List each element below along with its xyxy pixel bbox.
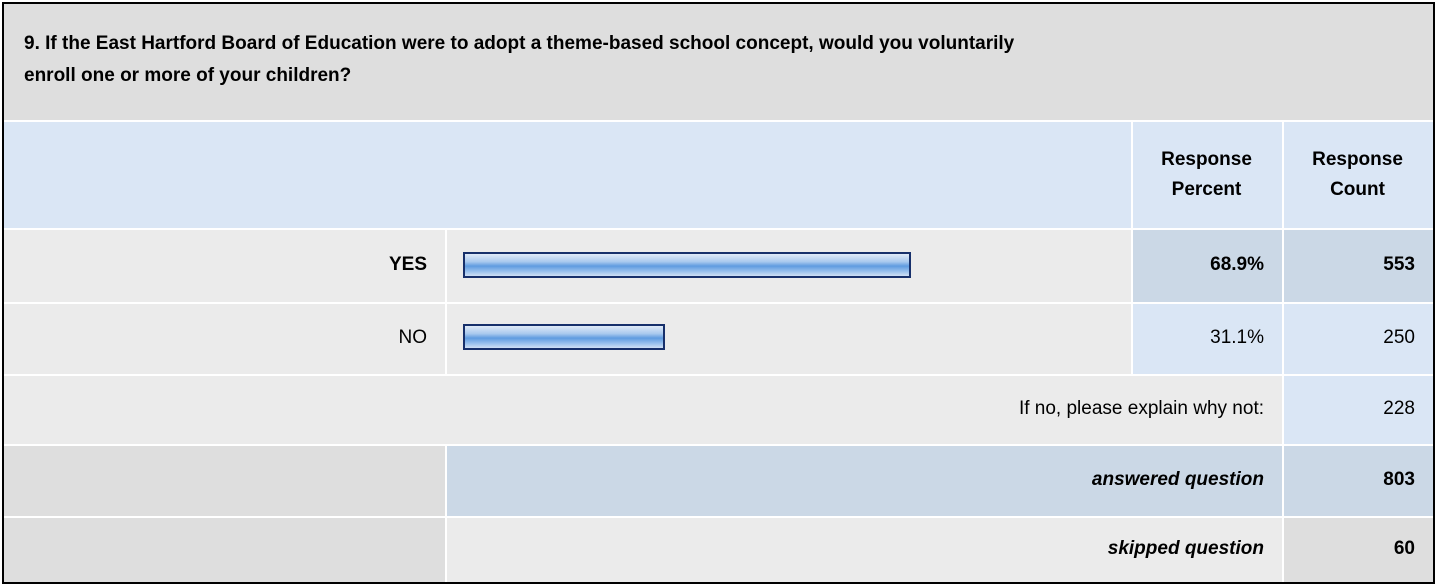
- divider: [1131, 122, 1133, 374]
- header-response-percent: Response Percent: [1131, 122, 1282, 228]
- divider: [4, 228, 1433, 230]
- header-count-line2: Count: [1330, 179, 1385, 200]
- header-blank: [4, 122, 1131, 228]
- explain-label: If no, please explain why not:: [4, 374, 1282, 444]
- count-yes: 553: [1282, 228, 1433, 302]
- answered-blank: [4, 444, 445, 516]
- divider: [4, 374, 1433, 376]
- question-title: 9. If the East Hartford Board of Educati…: [4, 4, 1433, 122]
- divider: [445, 444, 447, 582]
- divider: [1282, 122, 1284, 582]
- answer-label-no: NO: [4, 302, 445, 374]
- bar-area-no: [445, 302, 1131, 374]
- divider: [4, 444, 1433, 446]
- skipped-count: 60: [1282, 516, 1433, 582]
- divider: [4, 516, 1433, 518]
- explain-count: 228: [1282, 374, 1433, 444]
- percent-yes: 68.9%: [1131, 228, 1282, 302]
- header-percent-line1: Response: [1161, 149, 1252, 170]
- response-bar-yes: [463, 252, 911, 278]
- question-text-line2: enroll one or more of your children?: [24, 65, 352, 86]
- header-percent-line2: Percent: [1171, 179, 1242, 200]
- answered-label: answered question: [445, 444, 1282, 516]
- skipped-label: skipped question: [445, 516, 1282, 582]
- response-bar-no: [463, 324, 665, 350]
- header-response-count: Response Count: [1282, 122, 1433, 228]
- divider: [445, 228, 447, 374]
- bar-area-yes: [445, 228, 1131, 302]
- answer-label-yes: YES: [4, 228, 445, 302]
- answered-count: 803: [1282, 444, 1433, 516]
- question-text-line1: 9. If the East Hartford Board of Educati…: [24, 33, 1015, 54]
- count-no: 250: [1282, 302, 1433, 374]
- percent-no: 31.1%: [1131, 302, 1282, 374]
- divider: [4, 302, 1433, 304]
- skipped-blank: [4, 516, 445, 582]
- header-count-line1: Response: [1312, 149, 1403, 170]
